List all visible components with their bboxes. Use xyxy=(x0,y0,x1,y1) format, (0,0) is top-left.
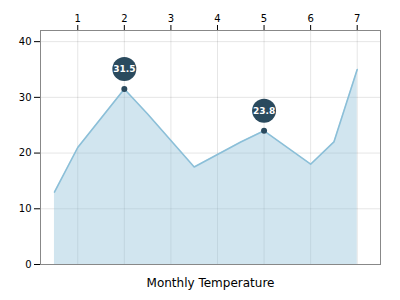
svg-text:20: 20 xyxy=(19,147,32,158)
svg-text:7: 7 xyxy=(354,13,360,24)
svg-text:5: 5 xyxy=(261,13,267,24)
svg-text:3: 3 xyxy=(168,13,174,24)
svg-text:40: 40 xyxy=(19,36,32,47)
svg-text:0: 0 xyxy=(25,259,31,270)
svg-text:1: 1 xyxy=(75,13,81,24)
svg-text:23.8: 23.8 xyxy=(253,106,275,116)
svg-text:30: 30 xyxy=(19,92,32,103)
svg-text:Monthly Temperature: Monthly Temperature xyxy=(147,276,275,290)
svg-text:6: 6 xyxy=(307,13,313,24)
svg-text:4: 4 xyxy=(214,13,220,24)
svg-text:10: 10 xyxy=(19,203,32,214)
svg-text:31.5: 31.5 xyxy=(113,64,135,74)
svg-text:2: 2 xyxy=(121,13,127,24)
